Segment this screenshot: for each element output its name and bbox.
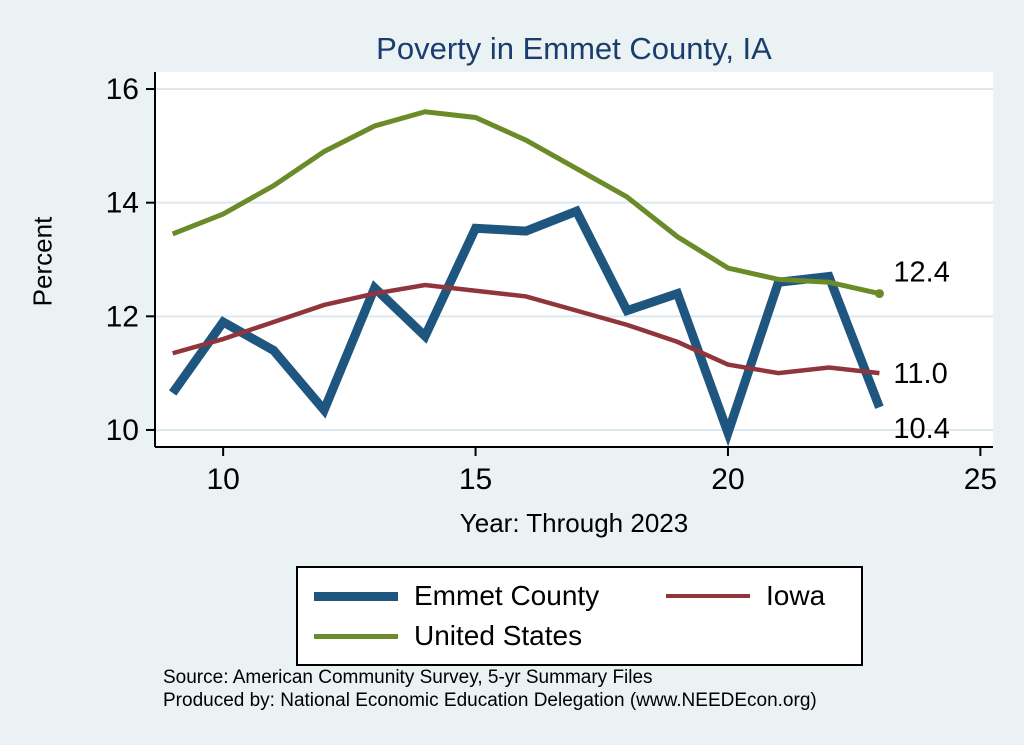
x-tick-label: 15 xyxy=(459,463,492,496)
end-label-iowa: 11.0 xyxy=(893,358,947,390)
y-tick-label: 12 xyxy=(106,300,139,333)
y-tick-label: 14 xyxy=(106,187,139,220)
x-tick-label: 20 xyxy=(711,463,744,496)
producer-line: Produced by: National Economic Education… xyxy=(163,690,817,711)
series-line-iowa xyxy=(172,282,880,376)
source-note: Source: American Community Survey, 5-yr … xyxy=(163,666,817,712)
legend-item-emmet-county: Emmet County xyxy=(314,580,666,612)
chart-title: Poverty in Emmet County, IA xyxy=(376,31,772,66)
end-label-united-states: 12.4 xyxy=(893,257,949,289)
series-end-marker-united-states xyxy=(874,289,884,299)
legend-label: Emmet County xyxy=(414,580,600,611)
x-axis-label: Year: Through 2023 xyxy=(459,508,689,538)
x-tick-label: 10 xyxy=(206,463,239,496)
series-line-emmet-county xyxy=(169,205,884,447)
plot-background xyxy=(155,72,993,447)
legend-swatch-united-states xyxy=(314,633,398,639)
y-tick-label: 10 xyxy=(106,414,139,447)
legend-item-united-states: United States xyxy=(314,620,666,652)
end-label-emmet-county: 10.4 xyxy=(893,413,949,445)
legend: Emmet County Iowa United States xyxy=(296,566,863,666)
legend-label: United States xyxy=(414,620,583,651)
legend-label: Iowa xyxy=(766,580,826,611)
x-tick-label: 25 xyxy=(964,463,997,496)
y-axis-label: Percent xyxy=(27,216,58,307)
legend-swatch-iowa xyxy=(666,593,750,599)
legend-item-iowa: Iowa xyxy=(666,580,861,612)
source-line: Source: American Community Survey, 5-yr … xyxy=(163,667,653,688)
legend-swatch-emmet-county xyxy=(314,591,398,601)
y-tick-label: 16 xyxy=(106,73,139,106)
series-line-united-states xyxy=(171,109,880,297)
